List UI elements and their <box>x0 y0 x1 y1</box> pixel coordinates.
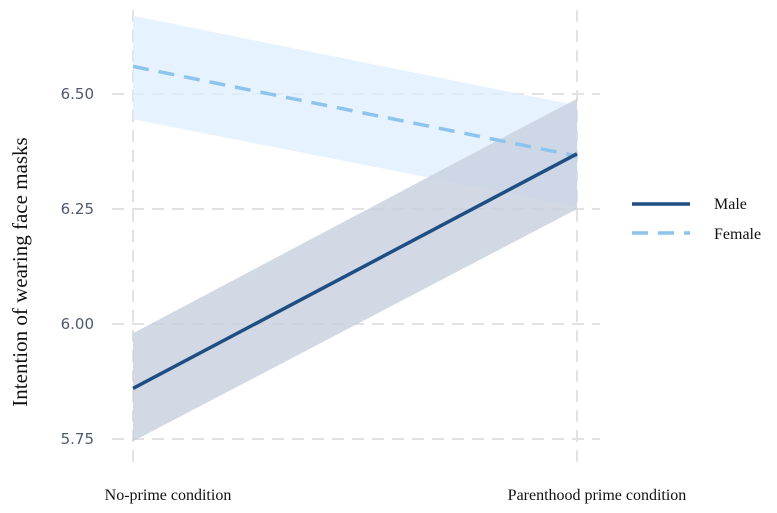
series-lines <box>132 64 578 390</box>
female-line <box>132 64 578 158</box>
y-tick-label: 6.25 <box>61 200 94 218</box>
y-tick-label: 6.50 <box>61 85 94 103</box>
x-tick-label-no-prime: No-prime condition <box>105 487 232 504</box>
y-axis-ticks: 5.75 6.00 6.25 6.50 <box>61 85 94 448</box>
y-tick-label: 6.00 <box>61 315 94 333</box>
y-tick-label: 5.75 <box>61 430 94 448</box>
legend-label-female: Female <box>714 226 761 243</box>
y-axis-title: Intention of wearing face masks <box>8 137 32 406</box>
male-line <box>132 152 578 390</box>
legend-label-male: Male <box>714 196 747 213</box>
x-tick-label-parenthood-prime: Parenthood prime condition <box>508 487 687 504</box>
legend: Male Female <box>632 196 761 243</box>
